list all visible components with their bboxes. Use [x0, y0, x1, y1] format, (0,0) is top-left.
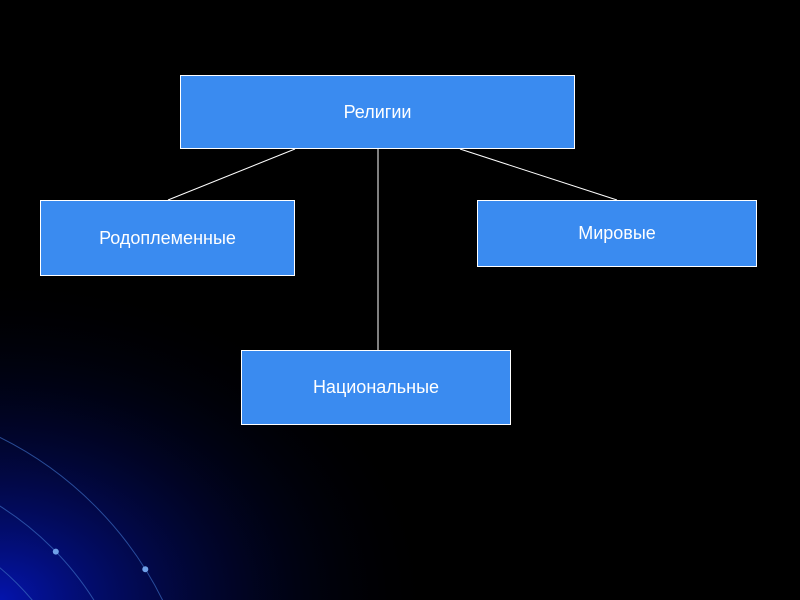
node-label: Национальные — [313, 377, 439, 398]
node-root: Религии — [180, 75, 575, 149]
node-label: Религии — [344, 102, 412, 123]
diagram-stage: Религии Родоплеменные Мировые Национальные — [0, 0, 800, 600]
node-label: Мировые — [578, 223, 656, 244]
node-tribal: Родоплеменные — [40, 200, 295, 276]
node-world: Мировые — [477, 200, 757, 267]
node-nation: Национальные — [241, 350, 511, 425]
node-label: Родоплеменные — [99, 228, 236, 249]
